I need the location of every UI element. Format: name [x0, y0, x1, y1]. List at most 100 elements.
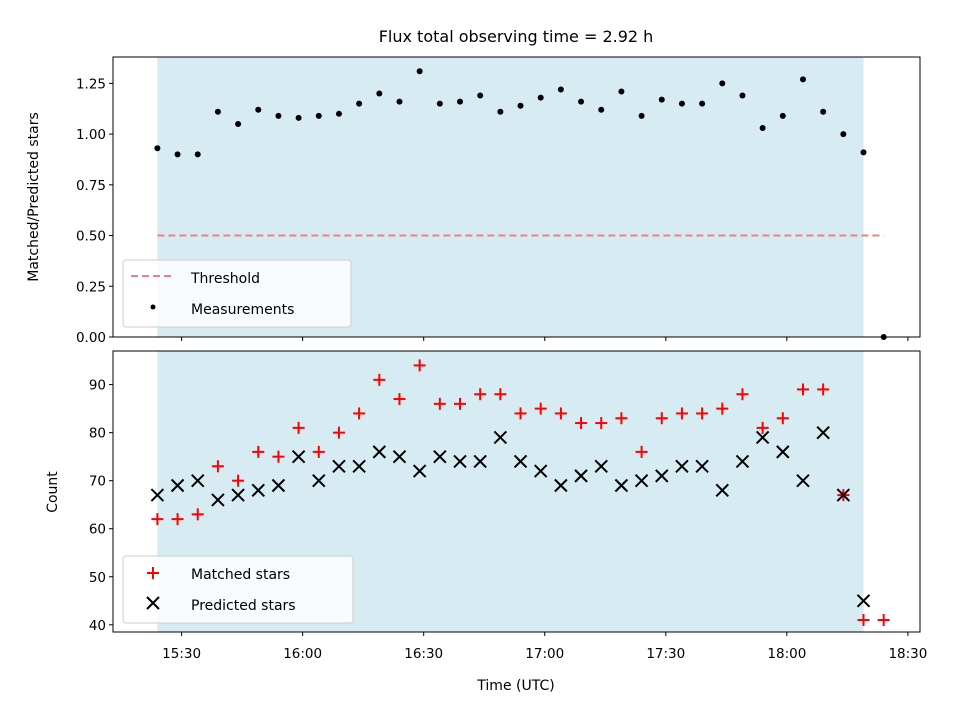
predicted-point: [735, 454, 750, 469]
bottom-x-ticks: 15:30 16:00 16:30 17:00 17:30 18:00 18:30: [162, 632, 927, 662]
y-tick-label: 50: [89, 570, 106, 586]
matched-point: [736, 388, 749, 401]
predicted-point: [412, 464, 427, 478]
predicted-point: [594, 459, 608, 473]
predicted-point: [372, 445, 387, 459]
top-panel: 0.00 0.25 0.50 0.75 1.00 1.25 Matched/Predict…: [26, 56, 921, 346]
predicted-point: [796, 473, 810, 488]
x-tick-label: 15:30: [162, 646, 201, 662]
x-tick-label: 16:00: [283, 646, 322, 662]
x-tick-label: 17:30: [646, 646, 685, 662]
predicted-point: [534, 464, 548, 478]
bottom-y-axis-label: Count: [45, 471, 61, 513]
measurement-point: [497, 108, 504, 115]
predicted-point: [493, 430, 508, 445]
bottom-legend-box: [122, 555, 354, 624]
predicted-point: [614, 478, 629, 493]
predicted-marks: [150, 425, 871, 608]
measurement-point: [396, 98, 403, 105]
y-tick-label: 0.75: [76, 178, 106, 194]
measurement-point: [356, 100, 363, 107]
measurement-point: [618, 88, 625, 95]
measurement-point: [820, 108, 827, 115]
matched-point: [232, 474, 245, 487]
y-tick-label: 0.00: [76, 330, 106, 346]
matched-point: [353, 407, 366, 420]
y-tick-label: 1.00: [76, 127, 106, 143]
y-tick-label: 40: [89, 618, 106, 634]
matched-point: [272, 450, 285, 463]
y-tick-label: 60: [89, 522, 106, 538]
matched-point: [575, 417, 588, 430]
legend-predicted-label: Predicted stars: [191, 598, 296, 614]
predicted-point: [755, 430, 770, 445]
measurement-point: [658, 96, 665, 103]
legend-threshold-label: Threshold: [190, 271, 260, 287]
legend-predicted-swatch: [146, 596, 160, 610]
predicted-point: [453, 454, 467, 469]
y-tick-label: 70: [89, 474, 106, 490]
measurement-point: [174, 151, 181, 158]
top-x-ticks: [181, 337, 909, 341]
x-tick-label: 17:00: [525, 646, 564, 662]
predicted-point: [776, 445, 790, 459]
measurement-point: [739, 92, 746, 99]
measurement-point: [255, 106, 262, 113]
predicted-point: [392, 449, 407, 464]
top-legend-box: [122, 259, 352, 328]
y-tick-label: 0.25: [76, 279, 106, 295]
matched-point: [776, 412, 789, 425]
matched-point: [191, 508, 204, 521]
matched-point: [474, 388, 487, 401]
bottom-y-ticks: 40 50 60 70 80 90: [89, 378, 113, 634]
measurement-point: [295, 114, 302, 121]
y-tick-label: 1.25: [76, 76, 106, 92]
predicted-point: [856, 594, 871, 608]
measurement-point: [436, 100, 443, 107]
matched-point: [534, 402, 547, 415]
measurement-point: [799, 76, 806, 83]
predicted-point: [473, 454, 487, 469]
measurement-point: [678, 100, 685, 107]
measurement-point: [335, 110, 342, 117]
top-legend: Threshold Measurements: [122, 259, 352, 328]
predicted-point: [271, 478, 286, 493]
measurement-point: [759, 125, 766, 132]
predicted-point: [170, 478, 185, 493]
predicted-point: [715, 483, 729, 498]
matched-point: [655, 412, 668, 425]
predicted-point: [352, 459, 366, 473]
predicted-point: [433, 449, 447, 464]
matched-point: [756, 421, 769, 434]
top-axes-frame: [112, 56, 921, 338]
bottom-axes-frame: [112, 350, 921, 633]
chart-title: Flux total observing time = 2.92 h: [379, 27, 654, 46]
matched-point: [817, 383, 830, 396]
bottom-legend: Matched stars Predicted stars: [122, 555, 354, 624]
matched-point: [292, 421, 305, 434]
legend-measurements-swatch: [150, 304, 156, 310]
measurement-point: [477, 92, 484, 99]
y-tick-label: 80: [89, 426, 106, 442]
predicted-point: [816, 425, 830, 440]
measurement-point: [235, 120, 242, 127]
matched-point: [433, 397, 446, 410]
predicted-point: [574, 469, 588, 483]
x-axis-label: Time (UTC): [476, 678, 554, 694]
matched-point: [151, 513, 164, 526]
matched-point: [796, 383, 809, 396]
measurement-point: [719, 80, 726, 87]
measurement-point: [638, 112, 645, 119]
measurement-point: [779, 112, 786, 119]
matched-point: [857, 613, 870, 626]
matched-point: [393, 393, 406, 406]
predicted-point: [191, 473, 205, 488]
predicted-point: [675, 459, 689, 473]
bottom-panel: 40 50 60 70 80 90 15:30 16:00 16:30 17:00 17:30 18…: [45, 350, 927, 694]
predicted-point: [211, 493, 225, 507]
measurement-point: [598, 106, 605, 113]
top-y-axis-label: Matched/Predicted stars: [26, 112, 42, 282]
predicted-point: [513, 454, 528, 469]
predicted-point: [291, 449, 306, 464]
